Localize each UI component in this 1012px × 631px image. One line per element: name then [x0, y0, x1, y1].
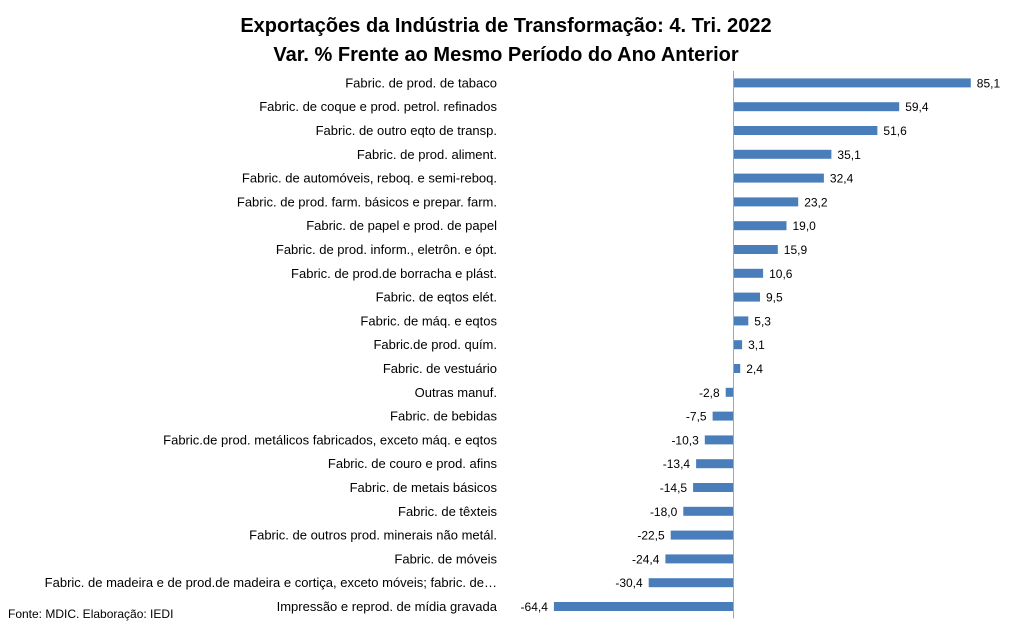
- chart-title-line2: Var. % Frente ao Mesmo Período do Ano An…: [273, 44, 738, 66]
- bar: [733, 292, 760, 302]
- category-label: Fabric. de têxteis: [398, 504, 497, 519]
- category-label: Fabric. de outro eqto de transp.: [316, 123, 497, 138]
- bar: [733, 173, 824, 183]
- category-label: Outras manuf.: [415, 385, 497, 400]
- category-label: Fabric. de máq. e eqtos: [360, 313, 497, 328]
- category-label: Impressão e reprod. de mídia gravada: [277, 599, 498, 614]
- category-label: Fabric. de automóveis, reboq. e semi-reb…: [242, 171, 497, 186]
- bar: [733, 245, 778, 254]
- value-label: 32,4: [830, 172, 854, 186]
- value-label: -10,3: [671, 433, 699, 447]
- bar: [733, 221, 787, 231]
- bar: [733, 268, 764, 278]
- category-label: Fabric. de madeira e de prod.de madeira …: [45, 575, 497, 590]
- value-label: -2,8: [699, 386, 720, 400]
- category-label: Fabric. de coque e prod. petrol. refinad…: [259, 99, 497, 114]
- bar: [733, 149, 832, 159]
- value-label: -13,4: [663, 457, 691, 471]
- value-label: 59,4: [905, 100, 929, 114]
- bar: [725, 387, 734, 397]
- bar: [733, 197, 799, 207]
- value-label: -64,4: [521, 600, 549, 614]
- category-label: Fabric. de couro e prod. afins: [328, 456, 498, 471]
- category-label: Fabric. de metais básicos: [350, 480, 498, 495]
- category-label: Fabric. de papel e prod. de papel: [306, 218, 497, 233]
- category-label: Fabric. de prod. inform., eletrôn. e ópt…: [276, 242, 497, 257]
- value-label: 2,4: [746, 362, 763, 376]
- value-label: 51,6: [883, 124, 907, 138]
- bar: [704, 435, 734, 445]
- value-label: -7,5: [686, 410, 707, 424]
- value-label: 9,5: [766, 291, 783, 305]
- chart-title-line1: Exportações da Indústria de Transformaçã…: [240, 15, 771, 37]
- category-label: Fabric. de prod.de borracha e plást.: [291, 266, 497, 281]
- value-label: 5,3: [754, 314, 771, 328]
- bar: [693, 483, 734, 492]
- bar: [733, 102, 900, 112]
- bar: [665, 554, 734, 564]
- value-label: 19,0: [793, 219, 817, 233]
- bar: [733, 340, 743, 350]
- category-label: Fabric. de vestuário: [383, 361, 497, 376]
- bar: [670, 530, 734, 540]
- category-labels-group: Fabric. de prod. de tabaco Fabric. de coq…: [45, 75, 498, 614]
- bar: [733, 126, 878, 135]
- bar: [683, 506, 734, 516]
- value-label: 3,1: [748, 338, 765, 352]
- category-label: Fabric. de eqtos elét.: [376, 290, 497, 305]
- value-label: -24,4: [632, 552, 660, 566]
- category-label: Fabric. de móveis: [394, 551, 497, 566]
- bar: [712, 411, 734, 421]
- bar: [696, 459, 734, 469]
- bar: [553, 602, 734, 611]
- category-label: Fabric.de prod. metálicos fabricados, ex…: [163, 432, 497, 447]
- value-label: 23,2: [804, 195, 828, 209]
- bar: [648, 578, 734, 588]
- value-label: -22,5: [637, 529, 665, 543]
- value-label: 85,1: [977, 76, 1001, 90]
- value-label: 10,6: [769, 267, 793, 281]
- source-note: Fonte: MDIC. Elaboração: IEDI: [8, 607, 173, 621]
- category-label: Fabric.de prod. quím.: [373, 337, 497, 352]
- category-label: Fabric. de outros prod. minerais não met…: [249, 528, 497, 543]
- value-label: -30,4: [615, 576, 643, 590]
- bars-group: [553, 78, 971, 611]
- category-label: Fabric. de prod. de tabaco: [345, 75, 497, 90]
- bar: [733, 316, 749, 326]
- value-label: 15,9: [784, 243, 808, 257]
- value-labels-group: 85,1 59,4 51,6 35,1 32,423,2 19,0 15,9 10,6 9,5 5…: [521, 76, 1001, 614]
- value-label: 35,1: [837, 148, 861, 162]
- value-label: -14,5: [660, 481, 688, 495]
- value-label: -18,0: [650, 505, 678, 519]
- bar: [733, 78, 971, 88]
- bar: [733, 364, 741, 373]
- category-label: Fabric. de bebidas: [390, 409, 497, 424]
- category-label: Fabric. de prod. aliment.: [357, 147, 497, 162]
- category-label: Fabric. de prod. farm. básicos e prepar.…: [237, 194, 497, 209]
